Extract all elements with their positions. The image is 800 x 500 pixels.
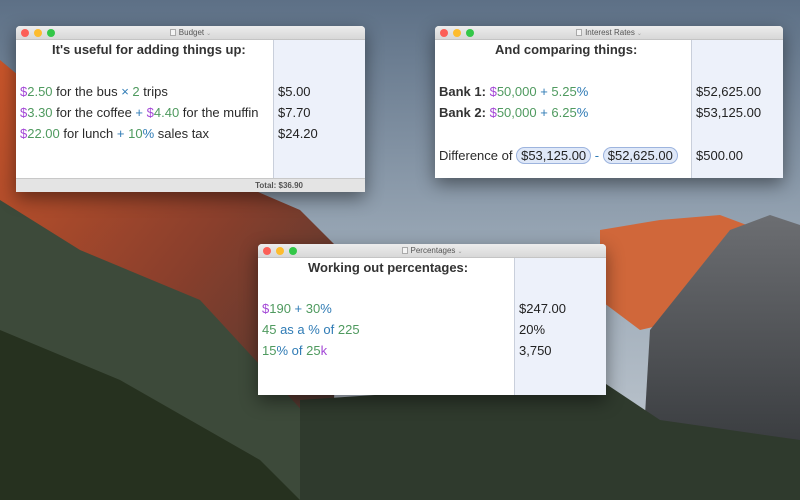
answer-value[interactable]: $5.00 xyxy=(278,84,311,99)
expression-token: $ xyxy=(20,105,28,120)
expression-token: 30 xyxy=(305,301,321,316)
expression-token: + xyxy=(135,105,147,120)
answer-value[interactable]: $500.00 xyxy=(696,148,743,163)
expression-token: + xyxy=(116,126,129,141)
close-button[interactable] xyxy=(263,247,271,255)
expression-token: $ xyxy=(20,126,28,141)
expression-line[interactable]: 15% of 25k xyxy=(262,343,327,358)
minimize-button[interactable] xyxy=(34,29,42,37)
expression-token: + xyxy=(536,84,552,99)
expression-token: 4.40 xyxy=(153,105,180,120)
expression-token: % xyxy=(320,301,332,316)
document-icon xyxy=(576,29,583,36)
expression-token: Bank 1: xyxy=(439,84,490,99)
expression-token: as a % of xyxy=(276,322,338,337)
reference-token[interactable]: $53,125.00 xyxy=(516,147,592,164)
expression-token: - xyxy=(591,148,603,163)
expression-token: × xyxy=(121,84,133,99)
expression-token: 50,000 xyxy=(496,105,537,120)
zoom-button[interactable] xyxy=(47,29,55,37)
answer-value[interactable]: $247.00 xyxy=(519,301,566,316)
window-title: Budget xyxy=(178,28,205,37)
heading: It's useful for adding things up: xyxy=(52,42,246,57)
expression-token: sales tax xyxy=(154,126,210,141)
expression-token: 5.25 xyxy=(551,84,577,99)
expression-token: 10 xyxy=(128,126,143,141)
window-title: Percentages xyxy=(410,246,456,255)
answers-column xyxy=(273,40,365,178)
expression-token: for the muffin xyxy=(179,105,259,120)
answer-value[interactable]: 3,750 xyxy=(519,343,552,358)
answers-column xyxy=(514,258,606,395)
reference-token[interactable]: $52,625.00 xyxy=(602,147,678,164)
expression-token: 225 xyxy=(337,322,360,337)
budget-window[interactable]: Budget ⌄ It's useful for adding things up… xyxy=(16,26,365,192)
expression-token: Difference of xyxy=(439,148,517,163)
zoom-button[interactable] xyxy=(289,247,297,255)
expression-token: $ xyxy=(20,84,28,99)
expression-token: for the coffee xyxy=(52,105,136,120)
expression-token: for lunch xyxy=(59,126,117,141)
window-title: Interest Rates xyxy=(585,28,635,37)
heading: And comparing things: xyxy=(495,42,638,57)
expression-token: 2.50 xyxy=(27,84,53,99)
expression-token: 15 xyxy=(262,343,277,358)
expression-token: 50,000 xyxy=(496,84,537,99)
expression-line[interactable]: Bank 1: $50,000 + 5.25% xyxy=(439,84,588,99)
expression-line[interactable]: Difference of $53,125.00 - $52,625.00 xyxy=(439,147,678,164)
expression-token: $ xyxy=(146,105,154,120)
expression-token: % xyxy=(276,343,289,358)
expression-token: k xyxy=(320,343,328,358)
zoom-button[interactable] xyxy=(466,29,474,37)
expression-token: % xyxy=(576,84,589,99)
expression-token: 2 xyxy=(132,84,140,99)
expression-token: of xyxy=(288,343,307,358)
chevron-down-icon[interactable]: ⌄ xyxy=(457,249,463,255)
expression-token: 6.25 xyxy=(551,105,577,120)
expression-token: 45 xyxy=(262,322,277,337)
expression-token: 190 xyxy=(269,301,291,316)
expression-token: $ xyxy=(489,84,497,99)
expression-token: Bank 2: xyxy=(439,105,490,120)
expression-token: $ xyxy=(262,301,270,316)
document-icon xyxy=(169,29,176,36)
expression-token: $ xyxy=(489,105,497,120)
expression-token: % xyxy=(576,105,589,120)
expression-token: + xyxy=(290,301,306,316)
expression-token: 25 xyxy=(306,343,321,358)
answer-value[interactable]: $52,625.00 xyxy=(696,84,762,99)
expression-token: 22.00 xyxy=(27,126,60,141)
expression-token: + xyxy=(536,105,552,120)
answer-value[interactable]: 20% xyxy=(519,322,546,337)
expression-line[interactable]: $3.30 for the coffee + $4.40 for the muf… xyxy=(20,105,258,120)
close-button[interactable] xyxy=(440,29,448,37)
expression-line[interactable]: $2.50 for the bus × 2 trips xyxy=(20,84,168,99)
minimize-button[interactable] xyxy=(453,29,461,37)
expression-line[interactable]: $22.00 for lunch + 10% sales tax xyxy=(20,126,209,141)
minimize-button[interactable] xyxy=(276,247,284,255)
chevron-down-icon[interactable]: ⌄ xyxy=(636,31,642,37)
expression-line[interactable]: Bank 2: $50,000 + 6.25% xyxy=(439,105,588,120)
document-icon xyxy=(401,247,408,254)
heading: Working out percentages: xyxy=(308,260,469,275)
answer-value[interactable]: $7.70 xyxy=(278,105,311,120)
total-status: Total: $36.90 xyxy=(16,178,365,192)
title-bar[interactable]: Interest Rates ⌄ xyxy=(435,26,783,40)
expression-line[interactable]: $190 + 30% xyxy=(262,301,332,316)
expression-token: 3.30 xyxy=(27,105,53,120)
percentages-window[interactable]: Percentages ⌄ Working out percentages: $1… xyxy=(258,244,606,395)
answer-value[interactable]: $53,125.00 xyxy=(696,105,762,120)
expression-token: % xyxy=(142,126,155,141)
title-bar[interactable]: Percentages ⌄ xyxy=(258,244,606,258)
answers-column xyxy=(691,40,783,178)
expression-line[interactable]: 45 as a % of 225 xyxy=(262,322,360,337)
interest-rates-window[interactable]: Interest Rates ⌄ And comparing things: Ba… xyxy=(435,26,783,178)
expression-token: trips xyxy=(139,84,168,99)
chevron-down-icon[interactable]: ⌄ xyxy=(206,31,212,37)
expression-token: for the bus xyxy=(52,84,122,99)
answer-value[interactable]: $24.20 xyxy=(278,126,318,141)
title-bar[interactable]: Budget ⌄ xyxy=(16,26,365,40)
close-button[interactable] xyxy=(21,29,29,37)
